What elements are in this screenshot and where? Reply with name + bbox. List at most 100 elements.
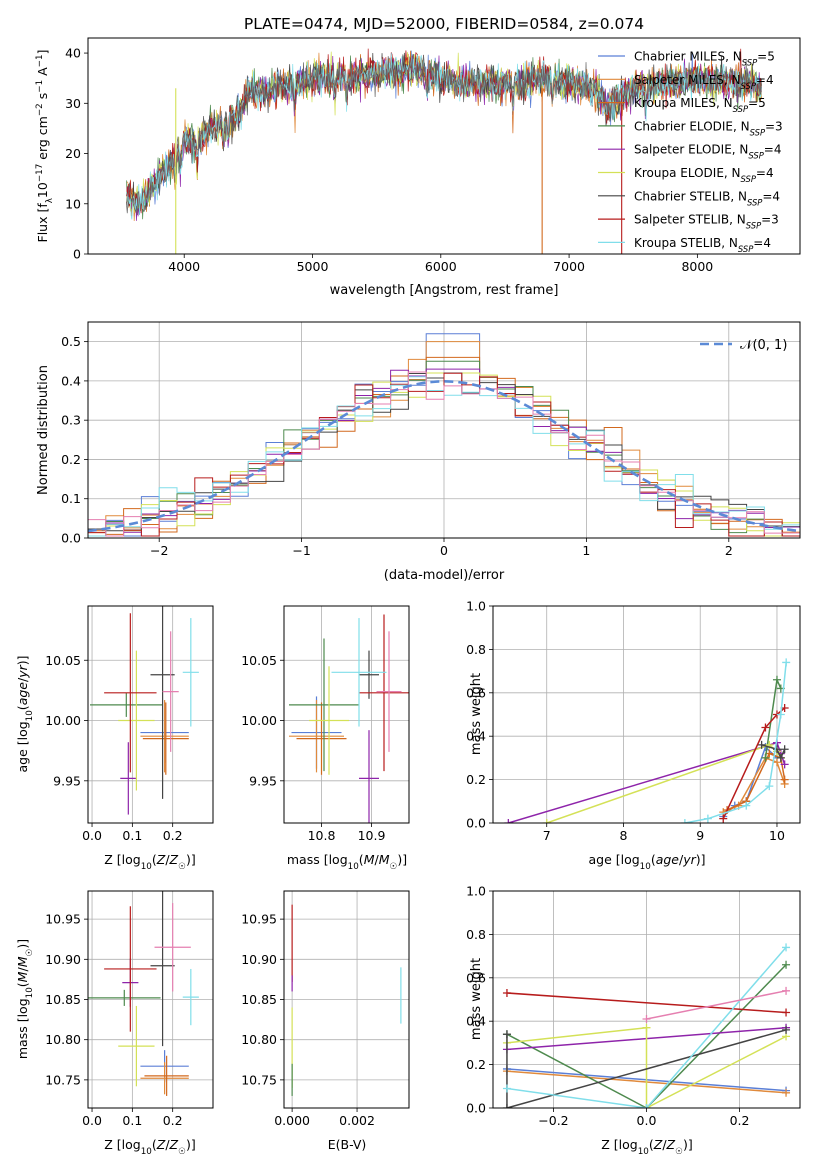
y-tick-label: 10.05 [241,653,277,668]
y-tick-label: 0.4 [466,1014,486,1029]
y-tick-label: 10.00 [241,713,277,728]
y-tick-label: 10.80 [45,1032,81,1047]
weight-marker [780,775,789,784]
x-tick-label: 5000 [297,259,329,274]
y-tick-label: 10.95 [241,912,277,927]
figure-title: PLATE=0474, MJD=52000, FIBERID=0584, z=0… [244,15,644,33]
x-tick-label: 1 [582,543,590,558]
y-tick-label: 9.95 [53,773,81,788]
age-vs-mass-axes-x-label: mass [log10(M/M☉)] [287,852,407,872]
y-tick-label: 1.0 [466,599,486,614]
histogram-step [88,371,800,537]
legend-label: 𝒩(0, 1) [740,338,787,353]
weight-marker [504,819,513,823]
histogram-step [88,356,800,537]
weight-line [684,662,787,823]
x-tick-label: 9 [696,828,704,843]
mass-vs-ebv-axes: 0.000 0.002 10.75 10.80 10.85 10.90 10.95 [241,890,410,1128]
y-tick-label: 0.8 [466,927,486,942]
y-tick-label: 0.0 [466,816,486,831]
x-tick-label: −1 [292,543,310,558]
weight-marker [765,782,774,791]
weight-marker [703,814,712,823]
legend-label: Salpeter ELODIE, NSSP=4 [634,143,782,161]
y-tick-label: 10.85 [241,992,277,1007]
x-tick-label: 4000 [168,259,200,274]
axes-frame [87,605,214,824]
weight-marker [542,819,551,823]
legend-label: Chabrier MILES, NSSP=5 [634,50,775,68]
weight-marker [761,753,770,762]
x-tick-label: 10 [769,828,785,843]
x-tick-label: 0.0 [82,1113,102,1128]
plot-area [90,606,199,815]
y-tick-label: 30 [65,96,81,111]
ebv-x-label: E(B-V) [328,1137,367,1152]
weight-marker [780,745,789,754]
axes-frame [87,37,801,255]
plot-area [504,658,791,823]
weight-marker [780,760,789,769]
x-tick-label: −0.2 [538,1113,568,1128]
y-tick-label: 40 [65,46,81,61]
y-tick-label: 10.90 [45,952,81,967]
histogram-step [88,360,800,537]
legend-label: Chabrier ELODIE, NSSP=3 [634,119,783,137]
y-tick-label: 0.5 [61,334,81,349]
x-tick-label: 0 [440,543,448,558]
spectrum-axes: 4000 5000 6000 7000 8000 0 10 20 30 40 wavelength … [35,37,801,298]
age-vs-mass-axes: 10.8 10.9 9.95 10.00 10.05 mass [log10(M/M☉)] [241,605,410,872]
weight-marker [782,1088,791,1097]
weight-marker [782,1025,791,1034]
x-tick-label: 2 [725,543,733,558]
x-tick-label: 10.8 [308,828,336,843]
y-tick-label: 10.95 [45,912,81,927]
residual-legend: 𝒩(0, 1) [700,338,787,353]
weight-marker [772,758,781,767]
weight-line [722,707,786,819]
weight-marker [502,1030,511,1039]
y-tick-label: 0.6 [466,685,486,700]
y-tick-label: 10 [65,196,81,211]
axes-frame [283,605,410,824]
plot-area [126,48,762,254]
y-tick-label: 0 [73,247,81,262]
plot-area [502,943,791,1108]
weight-marker [776,710,785,719]
y-tick-label: 20 [65,146,81,161]
x-tick-label: 0.0 [637,1113,657,1128]
y-tick-label: 0.2 [466,1057,486,1072]
spectrum-legend: Chabrier MILES, NSSP=5 Salpeter MILES, NS… [598,50,783,254]
legend-label: Salpeter STELIB, NSSP=3 [634,213,779,231]
weight-line [646,990,787,1020]
y-tick-label: 0.0 [466,1101,486,1116]
residual-x-label: (data-model)/error [384,568,505,583]
y-tick-label: 10.05 [45,653,81,668]
weight-vs-age-axes-x-label: age [log10(age/yr)] [588,852,705,872]
weight-vs-z-axes-x-label: Z [log10(Z/Z☉)] [601,1137,693,1157]
weight-marker [782,943,791,952]
x-tick-label: 0.1 [122,1113,142,1128]
x-tick-label: 0.2 [730,1113,750,1128]
y-tick-label: 10.75 [45,1072,81,1087]
weight-marker [642,1104,651,1108]
plot-area [88,891,199,1096]
y-tick-label: 0.0 [61,531,81,546]
weight-line [506,992,787,1014]
legend-label: Chabrier STELIB, NSSP=4 [634,189,780,207]
mass-vs-z-axes: 0.0 0.1 0.2 10.75 10.80 10.85 10.90 10.95 Z [log… [15,890,214,1157]
y-tick-label: 0.4 [466,729,486,744]
y-tick-label: 0.2 [466,772,486,787]
weight-marker [761,723,770,732]
weight-line [506,964,787,1108]
weight-vs-z-axes: −0.2 0.0 0.2 0.0 0.2 0.4 0.6 0.8 1.0 Z [log10(Z/Z… [466,884,801,1157]
y-tick-label: 0.6 [466,970,486,985]
weight-vs-age-axes: 7 8 9 10 0.0 0.2 0.4 0.6 0.8 1.0 age [log10(age/yr… [466,599,801,872]
y-tick-label: 10.75 [241,1072,277,1087]
y-tick-label: 9.95 [249,773,277,788]
weight-marker [782,658,791,667]
legend-label: Kroupa STELIB, NSSP=4 [634,236,771,254]
y-tick-label: 0.3 [61,413,81,428]
weight-marker [502,988,511,997]
